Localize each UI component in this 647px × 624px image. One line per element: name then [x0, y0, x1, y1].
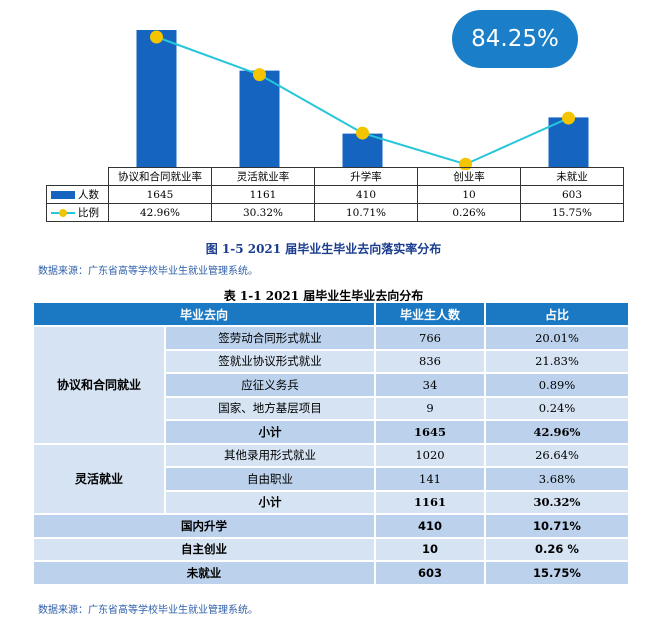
row-count: 1020 [374, 442, 486, 468]
total-label: 自主创业 [32, 536, 376, 562]
ratio-point [253, 68, 266, 82]
header-share: 占比 [484, 301, 630, 327]
count-row: 人数 1645 1161 410 10 603 [46, 185, 624, 204]
row-share: 0.89% [484, 372, 630, 398]
table-caption: 表 1-1 2021 届毕业生毕业去向分布 [223, 289, 424, 303]
ratio-value: 0.26% [417, 203, 521, 222]
row-share: 26.64% [484, 442, 630, 468]
chart-data-table: 协议和合同就业率 灵活就业率 升学率 创业率 未就业 人数 1645 1161 … [46, 167, 624, 222]
total-count: 603 [374, 560, 486, 586]
ratio-point [459, 157, 472, 170]
row-name: 自由职业 [164, 466, 376, 492]
data-source-note: 数据来源：广东省高等学校毕业生就业管理系统。 [38, 266, 258, 277]
table-row: 自由职业 141 3.68% [33, 466, 630, 492]
row-count: 141 [374, 466, 486, 492]
bar [548, 117, 589, 168]
ratio-value: 42.96% [108, 203, 212, 222]
total-row: 未就业 603 15.75% [32, 560, 630, 586]
ratio-point [356, 126, 369, 140]
header-destination: 毕业去向 [32, 301, 376, 327]
row-name: 其他录用形式就业 [164, 442, 376, 468]
figure-caption: 图 1-5 2021 届毕业生毕业去向落实率分布 [205, 242, 442, 256]
subtotal-share: 42.96% [484, 419, 630, 445]
category-label: 未就业 [520, 167, 624, 186]
subtotal-share: 30.32% [484, 489, 630, 515]
count-value: 10 [417, 185, 521, 204]
subtotal-row: 小计 1645 42.96% [33, 419, 630, 445]
line-legend-swatch [51, 209, 75, 217]
row-name: 国家、地方基层项目 [164, 395, 376, 421]
count-value: 1161 [211, 185, 315, 204]
table-row: 协议和合同就业 签劳动合同形式就业 766 20.01% [32, 325, 630, 445]
header-row: 毕业去向 毕业生人数 占比 [32, 301, 630, 327]
row-count: 836 [374, 348, 486, 374]
subtotal-row: 小计 1161 30.32% [33, 489, 630, 515]
ratio-row: 比例 42.96% 30.32% 10.71% 0.26% 15.75% [46, 203, 624, 222]
ratio-value: 15.75% [520, 203, 624, 222]
legend-count: 人数 [46, 185, 109, 204]
row-count: 9 [374, 395, 486, 421]
group-label: 协议和合同就业 [32, 325, 166, 445]
category-label: 升学率 [314, 167, 418, 186]
subtotal-label: 小计 [164, 489, 376, 515]
ratio-value: 30.32% [211, 203, 315, 222]
bar [136, 30, 177, 168]
row-name: 签劳动合同形式就业 [164, 325, 376, 351]
destination-table: 毕业去向 毕业生人数 占比 协议和合同就业 签劳动合同形式就业 766 20.0… [32, 301, 630, 586]
total-share: 15.75% [484, 560, 630, 586]
ratio-point [150, 30, 163, 44]
total-count: 10 [374, 536, 486, 562]
subtotal-count: 1645 [374, 419, 486, 445]
total-label: 国内升学 [32, 513, 376, 539]
ratio-point [562, 111, 575, 125]
legend-ratio: 比例 [46, 203, 109, 222]
bar [239, 70, 280, 168]
group-label: 灵活就业 [32, 442, 166, 515]
row-share: 20.01% [484, 325, 630, 351]
table-row: 签就业协议形式就业 836 21.83% [33, 348, 630, 374]
total-row: 自主创业 10 0.26 % [32, 536, 630, 562]
category-label: 协议和合同就业率 [108, 167, 212, 186]
category-label: 创业率 [417, 167, 521, 186]
count-value: 603 [520, 185, 624, 204]
total-share: 0.26 % [484, 536, 630, 562]
row-share: 0.24% [484, 395, 630, 421]
row-count: 766 [374, 325, 486, 351]
subtotal-count: 1161 [374, 489, 486, 515]
rate-badge: 84.25% [452, 10, 578, 68]
category-label: 灵活就业率 [211, 167, 315, 186]
header-count: 毕业生人数 [374, 301, 486, 327]
chart-area [0, 0, 647, 235]
legend-count-label: 人数 [78, 189, 99, 201]
blank-cell [46, 167, 109, 186]
total-count: 410 [374, 513, 486, 539]
legend-ratio-label: 比例 [78, 207, 99, 219]
row-name: 应征义务兵 [164, 372, 376, 398]
data-source-note-bottom: 数据来源：广东省高等学校毕业生就业管理系统。 [38, 605, 258, 616]
bar-legend-swatch [51, 191, 75, 199]
subtotal-label: 小计 [164, 419, 376, 445]
category-row: 协议和合同就业率 灵活就业率 升学率 创业率 未就业 [46, 167, 624, 186]
row-name: 签就业协议形式就业 [164, 348, 376, 374]
combo-chart [136, 30, 589, 170]
row-count: 34 [374, 372, 486, 398]
table-row: 应征义务兵 34 0.89% [33, 372, 630, 398]
total-share: 10.71% [484, 513, 630, 539]
row-share: 3.68% [484, 466, 630, 492]
table-row: 国家、地方基层项目 9 0.24% [33, 395, 630, 421]
row-share: 21.83% [484, 348, 630, 374]
total-label: 未就业 [32, 560, 376, 586]
count-value: 1645 [108, 185, 212, 204]
total-row: 国内升学 410 10.71% [32, 513, 630, 539]
table-row: 灵活就业 其他录用形式就业 1020 26.64% [32, 442, 630, 515]
count-value: 410 [314, 185, 418, 204]
ratio-value: 10.71% [314, 203, 418, 222]
